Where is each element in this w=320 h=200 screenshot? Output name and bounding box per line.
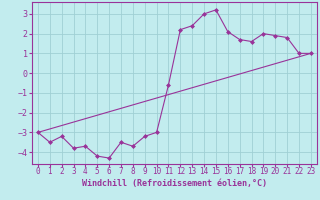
X-axis label: Windchill (Refroidissement éolien,°C): Windchill (Refroidissement éolien,°C) <box>82 179 267 188</box>
